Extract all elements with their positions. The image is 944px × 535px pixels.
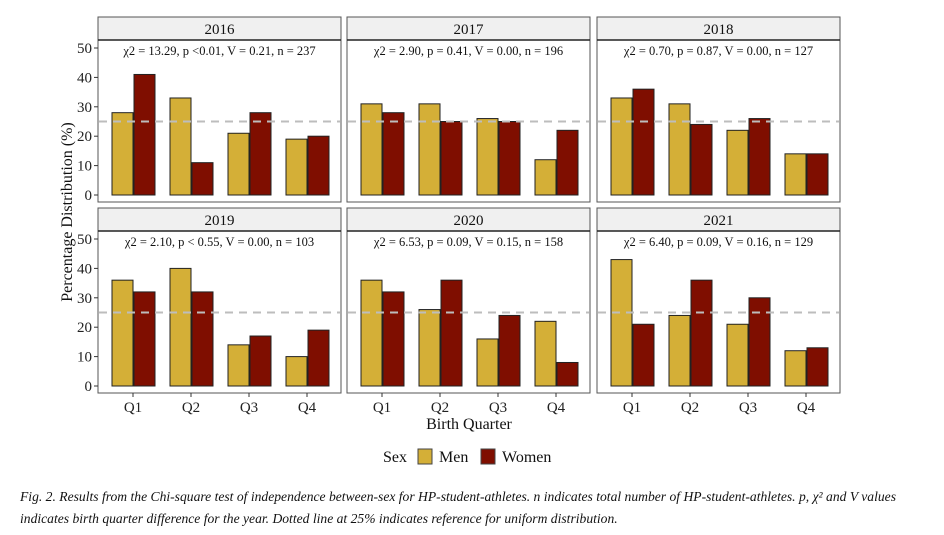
x-tick-label: Q4 xyxy=(547,400,566,416)
bar-women-q4 xyxy=(806,153,829,196)
bar-women-q1 xyxy=(133,73,156,196)
bar-women-q3 xyxy=(249,335,272,387)
x-tick-label: Q3 xyxy=(240,400,258,416)
bar-women-q2 xyxy=(440,121,463,196)
bar-women-q2 xyxy=(191,162,214,196)
bar-women-q1 xyxy=(632,88,655,196)
x-tick-label: Q1 xyxy=(124,400,142,416)
x-tick-label: Q1 xyxy=(623,400,641,416)
panel-stats: χ2 = 0.70, p = 0.87, V = 0.00, n = 127 xyxy=(623,44,813,58)
bar-women-q3 xyxy=(498,314,521,387)
facet-title: 2021 xyxy=(704,213,734,229)
bar-women-q1 xyxy=(632,323,655,387)
x-tick-label: Q2 xyxy=(431,400,449,416)
bar-women-q1 xyxy=(382,112,405,196)
y-tick-label: 0 xyxy=(85,188,93,204)
bar-men-q4 xyxy=(784,350,807,387)
facet-title: 2020 xyxy=(454,213,484,229)
x-tick-label: Q2 xyxy=(681,400,699,416)
bar-men-q1 xyxy=(360,103,383,196)
bar-women-q4 xyxy=(806,347,829,387)
facet-title: 2017 xyxy=(454,22,485,38)
bar-men-q1 xyxy=(610,259,633,387)
y-tick-label: 40 xyxy=(77,70,92,86)
bar-women-q2 xyxy=(440,279,463,387)
facet-title: 2016 xyxy=(205,22,236,38)
y-tick-label: 10 xyxy=(77,350,92,366)
legend-title: Sex xyxy=(383,449,407,466)
x-tick-label: Q4 xyxy=(797,400,816,416)
bar-men-q2 xyxy=(668,103,691,196)
y-tick-label: 30 xyxy=(77,291,92,307)
panel-stats: χ2 = 13.29, p <0.01, V = 0.21, n = 237 xyxy=(122,44,315,58)
y-tick-label: 20 xyxy=(77,320,92,336)
bar-men-q3 xyxy=(227,132,250,196)
bar-men-q3 xyxy=(726,129,749,196)
bar-men-q4 xyxy=(285,138,308,196)
bar-men-q2 xyxy=(169,97,192,196)
faceted-bar-chart: 2016 χ2 = 13.29, p <0.01, V = 0.21, n = 2… xyxy=(59,16,841,466)
bar-men-q2 xyxy=(418,309,441,387)
bar-women-q3 xyxy=(498,121,521,196)
bar-women-q3 xyxy=(748,118,771,196)
legend-swatch-women xyxy=(480,448,496,465)
bar-women-q2 xyxy=(690,123,713,196)
y-tick-label: 10 xyxy=(77,159,92,175)
panel-stats: χ2 = 2.10, p < 0.55, V = 0.00, n = 103 xyxy=(124,235,314,249)
bar-women-q1 xyxy=(133,291,156,387)
bar-women-q3 xyxy=(748,297,771,387)
y-tick-label: 50 xyxy=(77,232,92,248)
legend-label-women: Women xyxy=(502,449,551,466)
x-tick-label: Q3 xyxy=(489,400,507,416)
panel-stats: χ2 = 2.90, p = 0.41, V = 0.00, n = 196 xyxy=(373,44,563,58)
bar-men-q4 xyxy=(534,159,557,196)
y-tick-label: 50 xyxy=(77,41,92,57)
bar-men-q1 xyxy=(610,97,633,196)
x-tick-label: Q4 xyxy=(298,400,317,416)
x-tick-label: Q3 xyxy=(739,400,757,416)
bar-women-q2 xyxy=(690,279,713,387)
bar-men-q2 xyxy=(418,103,441,196)
bar-men-q3 xyxy=(476,118,499,196)
x-tick-label: Q2 xyxy=(182,400,200,416)
panel-stats: χ2 = 6.40, p = 0.09, V = 0.16, n = 129 xyxy=(623,235,813,249)
bar-women-q4 xyxy=(307,135,330,196)
y-axis-title: Percentage Distribution (%) xyxy=(59,122,76,302)
y-tick-label: 0 xyxy=(85,379,93,395)
legend-label-men: Men xyxy=(439,449,468,466)
bar-women-q4 xyxy=(307,329,330,387)
bar-women-q4 xyxy=(556,361,579,387)
facet-title: 2018 xyxy=(704,22,734,38)
bar-men-q4 xyxy=(784,153,807,196)
facet-title: 2019 xyxy=(205,213,235,229)
bar-men-q3 xyxy=(726,323,749,387)
figure-caption: Fig. 2. Results from the Chi-square test… xyxy=(20,486,930,530)
bar-men-q2 xyxy=(668,314,691,387)
bar-men-q3 xyxy=(227,344,250,387)
bar-women-q3 xyxy=(249,112,272,196)
legend-swatch-men xyxy=(417,448,433,465)
bar-men-q4 xyxy=(534,320,557,387)
bar-women-q2 xyxy=(191,291,214,387)
bar-men-q1 xyxy=(360,279,383,387)
bar-women-q4 xyxy=(556,129,579,196)
bar-men-q4 xyxy=(285,356,308,387)
y-tick-label: 30 xyxy=(77,100,92,116)
bar-men-q1 xyxy=(111,112,134,196)
x-axis-title: Birth Quarter xyxy=(426,416,512,433)
caption-label: Fig. 2. xyxy=(20,489,56,504)
bar-men-q2 xyxy=(169,267,192,387)
caption-text: Results from the Chi-square test of inde… xyxy=(20,489,896,526)
y-tick-label: 40 xyxy=(77,261,92,277)
bar-women-q1 xyxy=(382,291,405,387)
bar-men-q1 xyxy=(111,279,134,387)
bar-men-q3 xyxy=(476,338,499,387)
x-tick-label: Q1 xyxy=(373,400,391,416)
panel-stats: χ2 = 6.53, p = 0.09, V = 0.15, n = 158 xyxy=(373,235,563,249)
y-tick-label: 20 xyxy=(77,129,92,145)
